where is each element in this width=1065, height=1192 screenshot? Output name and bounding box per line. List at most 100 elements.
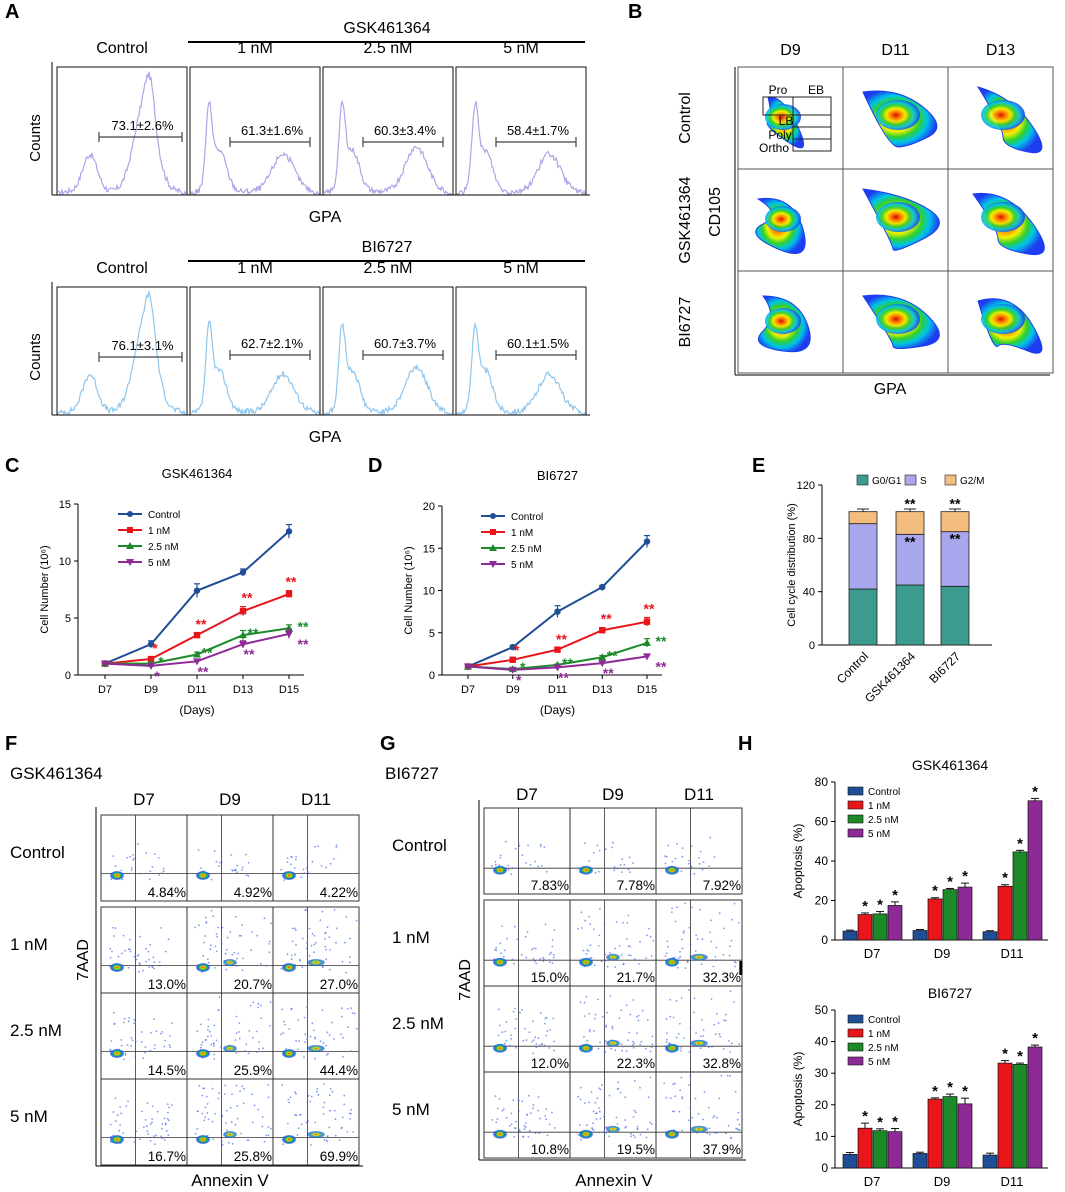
event-dot	[615, 921, 618, 923]
event-dot	[592, 1030, 595, 1032]
event-dot	[604, 959, 607, 962]
event-dot	[724, 1019, 727, 1022]
event-dot	[599, 1117, 602, 1120]
legend-swatch	[847, 828, 864, 838]
event-dot	[284, 1023, 286, 1026]
event-dot	[226, 936, 229, 939]
event-dot	[641, 1009, 644, 1012]
legend-marker	[490, 529, 496, 535]
event-dot	[203, 941, 205, 944]
event-dot	[548, 1123, 551, 1126]
event-dot	[210, 909, 213, 912]
event-dot	[151, 866, 154, 868]
event-dot	[321, 966, 324, 968]
event-dot	[681, 1129, 683, 1132]
bar	[872, 913, 888, 941]
event-dot	[349, 1118, 351, 1120]
event-dot	[606, 965, 609, 968]
event-dot	[123, 1017, 126, 1020]
event-dot	[250, 949, 253, 952]
event-dot	[257, 1006, 260, 1009]
x-category-label: D9	[934, 946, 951, 961]
event-dot	[633, 1080, 636, 1082]
event-dot	[605, 848, 607, 851]
y-tick-label: 0	[809, 640, 815, 652]
y-tick-label: 60	[815, 815, 829, 829]
event-dot	[533, 1039, 535, 1041]
event-dot	[588, 860, 590, 862]
event-dot	[170, 1022, 173, 1024]
event-dot	[650, 1046, 653, 1049]
event-dot	[647, 1096, 650, 1099]
event-dot	[646, 1128, 649, 1131]
event-dot	[324, 945, 327, 948]
event-dot	[504, 1030, 507, 1033]
histogram-trace	[57, 71, 187, 196]
event-dot	[308, 955, 311, 957]
live-population	[493, 957, 507, 967]
event-dot	[282, 1143, 285, 1146]
event-dot	[497, 1034, 500, 1037]
event-dot	[206, 1112, 209, 1114]
event-dot	[505, 1039, 508, 1042]
event-dot	[310, 1095, 313, 1098]
event-dot	[286, 861, 289, 863]
x-tick-label: D9	[506, 684, 520, 696]
event-dot	[652, 959, 655, 962]
event-dot	[141, 1041, 143, 1043]
significance-star: *	[1032, 1030, 1038, 1047]
y-tick-label: 80	[803, 533, 815, 545]
event-dot	[515, 1018, 518, 1020]
event-dot	[234, 869, 237, 872]
event-dot	[322, 1042, 325, 1044]
event-dot	[713, 1023, 715, 1026]
condition-label: 1 nM	[237, 40, 273, 57]
event-dot	[538, 1044, 541, 1047]
event-dot	[333, 1038, 335, 1040]
event-dot	[281, 1084, 284, 1086]
gate-percentage: 62.7±2.1%	[241, 336, 304, 351]
flow-row-label: 2.5 nM	[392, 1014, 444, 1033]
panel-e-letter: E	[752, 455, 765, 477]
event-dot	[303, 1056, 305, 1058]
apoptotic-population	[223, 958, 237, 966]
event-dot	[620, 871, 623, 873]
x-category-label: D11	[1001, 1174, 1024, 1189]
event-dot	[268, 943, 270, 945]
flow-plot: 15.0%	[483, 899, 571, 987]
data-point	[239, 631, 247, 639]
event-dot	[665, 952, 668, 955]
event-dot	[124, 949, 126, 952]
event-dot	[300, 876, 303, 878]
event-dot	[543, 958, 545, 960]
significance-star: *	[892, 887, 898, 904]
event-dot	[309, 1035, 312, 1038]
event-dot	[649, 1121, 651, 1124]
event-dot	[709, 1133, 711, 1136]
b-gpa-axis-label: GPA	[874, 381, 907, 398]
flow-row-label: 5 nM	[10, 1107, 48, 1126]
event-dot	[286, 953, 289, 956]
condition-label: 2.5 nM	[364, 260, 413, 277]
event-dot	[664, 855, 666, 857]
event-dot	[342, 1055, 344, 1058]
event-dot	[594, 1101, 597, 1104]
event-dot	[680, 1076, 683, 1079]
event-dot	[669, 1097, 672, 1099]
b-row-label: Control	[677, 92, 694, 144]
event-dot	[237, 952, 240, 955]
event-dot	[149, 1049, 152, 1052]
significance-star: *	[877, 897, 883, 914]
f-7aad-axis-label: 7AAD	[75, 939, 92, 981]
event-dot	[511, 958, 514, 961]
event-dot	[495, 946, 498, 949]
event-dot	[225, 968, 228, 971]
event-dot	[731, 918, 734, 921]
panel-f: F GSK461364 D7 D9 D11 Control 1 nM 2.5 nM 5 nM…	[5, 733, 363, 1190]
event-dot	[633, 958, 636, 961]
event-dot	[646, 934, 648, 937]
event-dot	[297, 1127, 300, 1130]
event-dot	[201, 1094, 204, 1097]
event-dot	[735, 1127, 737, 1130]
event-dot	[639, 940, 641, 943]
